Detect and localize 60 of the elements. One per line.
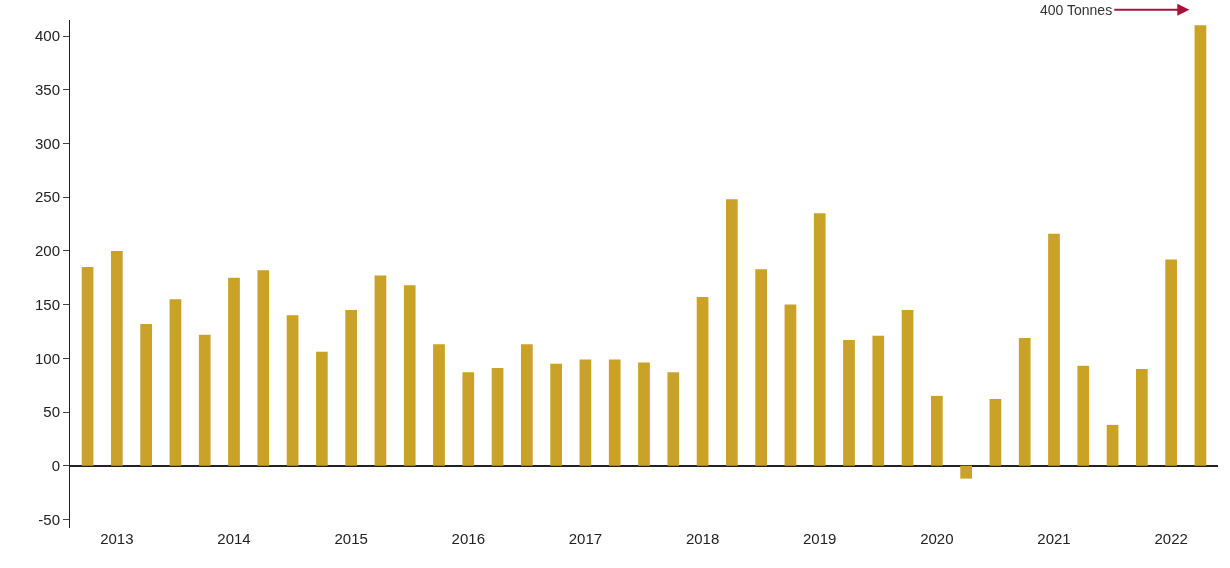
bar (316, 351, 328, 466)
bar (696, 297, 709, 466)
bar (521, 344, 533, 466)
text: 400 Tonnes (1040, 2, 1113, 18)
bar (1165, 259, 1177, 466)
bar (813, 213, 826, 466)
bar (491, 367, 504, 466)
x-tick-label: 2018 (685, 530, 720, 547)
x-tick-label: 2022 (1154, 530, 1188, 547)
x-tick-label: 2021 (1037, 530, 1071, 547)
bar (1048, 233, 1060, 466)
x-tick-label: 2015 (334, 530, 368, 547)
y-tick-label: -50 (38, 510, 60, 528)
bar (286, 315, 299, 466)
bar (843, 340, 855, 466)
bar (784, 304, 797, 466)
y-tick-label: 200 (34, 242, 60, 260)
bar (931, 395, 943, 466)
x-tick-label: 2013 (100, 530, 134, 547)
bar (638, 362, 650, 466)
x-tick-label: 2016 (451, 530, 485, 547)
y-tick-label: 50 (43, 403, 60, 421)
bar (1136, 369, 1148, 466)
bar (667, 372, 680, 466)
bar (403, 285, 416, 466)
x-tick-label: 2017 (568, 530, 603, 547)
bar (433, 344, 445, 466)
bar (755, 269, 767, 466)
bar (1106, 424, 1119, 466)
bar (198, 334, 211, 466)
bar (1194, 25, 1207, 466)
bar (960, 465, 972, 479)
bar (872, 335, 885, 466)
bar (550, 363, 562, 466)
y-tick-label: 250 (34, 188, 60, 206)
y-tick-label: 150 (34, 295, 60, 313)
x-tick-label: 2014 (217, 530, 251, 547)
x-tick-label: 2019 (803, 530, 837, 547)
bar (140, 323, 152, 466)
bar (901, 309, 914, 466)
bar (169, 299, 182, 466)
x-tick-label: 2020 (920, 530, 954, 547)
bar (374, 275, 387, 466)
bar (1077, 365, 1090, 466)
bar (1018, 337, 1031, 466)
y-tick-label: 350 (34, 81, 60, 99)
bar (81, 267, 94, 466)
bar (462, 372, 475, 466)
y-tick-label: 300 (34, 134, 60, 152)
bar (345, 309, 357, 466)
bar (228, 277, 240, 466)
bar (257, 270, 270, 466)
bar (989, 399, 1002, 466)
y-tick-label: 100 (34, 349, 60, 367)
bar (726, 199, 738, 466)
y-tick-label: 400 (34, 27, 60, 45)
bar (111, 250, 123, 466)
bar (579, 359, 592, 466)
y-tick-label: 0 (51, 456, 60, 474)
bar (608, 359, 621, 466)
